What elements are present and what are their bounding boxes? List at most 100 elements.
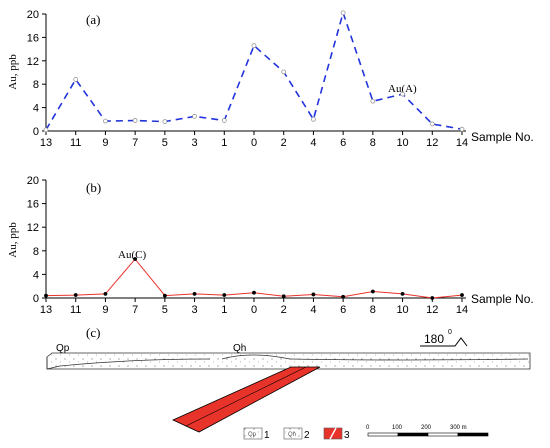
panel-b-data-point — [73, 293, 78, 297]
scale-tick-300: 300 m — [450, 425, 467, 431]
panel-b-x-tick-label: 8 — [370, 304, 376, 316]
panel-a-x-tick-label: 5 — [162, 137, 168, 149]
panel-b-data-point — [44, 293, 48, 298]
panel-b-data-point — [460, 293, 464, 297]
panel-b-x-tick-label: 2 — [281, 304, 287, 316]
qh-boundary — [221, 354, 291, 360]
legend-label-3: 3 — [344, 430, 350, 441]
qp-boundary — [46, 357, 211, 370]
panel-b-data-point — [133, 257, 138, 261]
panel-b-y-tick-label: 0 — [33, 293, 39, 305]
orientation-marker: 180 0 — [420, 329, 468, 347]
panel-a-data-point — [340, 10, 346, 16]
panel-a-data-point — [192, 114, 197, 119]
panel-b-data-point — [430, 296, 435, 300]
panel-a-data-point — [429, 121, 435, 127]
scale-segment-4 — [457, 432, 489, 437]
panel-a-data-point — [103, 118, 108, 124]
panel-a-series-line — [45, 10, 463, 131]
ore-body-inner-line — [185, 366, 307, 427]
legend-swatch-3-stripe — [329, 427, 337, 440]
panel-a-x-tick-label: 3 — [192, 137, 198, 149]
panel-a-x-tick-label: 8 — [370, 137, 376, 149]
chart-panel-a: (a) Au, ppb Sample No. Au(A) 04812162013… — [7, 9, 534, 149]
legend-swatch-2 — [283, 427, 303, 440]
legend-label-2: 2 — [304, 430, 310, 441]
panel-b-data-point — [370, 289, 375, 294]
panel-a-y-tick-label: 20 — [27, 9, 39, 21]
panel-b-x-tick-label: 6 — [340, 304, 346, 316]
panel-a-data-point — [132, 118, 138, 123]
ore-body — [172, 366, 321, 433]
section-legend: Qp 1 Qh 2 3 — [243, 427, 350, 441]
panel-a-x-tick-label: 7 — [132, 137, 138, 149]
panel-b-x-tick-label: 12 — [426, 304, 438, 316]
panel-b-y-tick-label: 4 — [33, 269, 39, 281]
panel-a-y-tick-label: 16 — [27, 32, 39, 44]
panel-b-x-tick-label: 4 — [310, 304, 316, 316]
orientation-arrow-icon — [420, 337, 468, 347]
panel-b-x-tick-label: 1 — [221, 304, 227, 316]
panel-b-x-tick-label: 7 — [132, 304, 138, 316]
panel-b-y-tick-label: 20 — [27, 175, 39, 187]
scale-bar: 0 100 200 300 m — [366, 425, 489, 437]
panel-a-x-tick-label: 14 — [456, 137, 468, 149]
panel-b-y-axis-label: Au, ppb — [7, 222, 19, 258]
panel-a-x-tick-label: 10 — [396, 137, 408, 149]
panel-a-x-axis-label: Sample No. — [471, 130, 534, 144]
panel-a-x-tick-label: 0 — [251, 137, 257, 149]
cross-section-panel: (c) Qp Qh 180 0 Qp 1 Qh 2 3 — [46, 325, 531, 441]
panel-a-y-tick-label: 8 — [33, 79, 39, 91]
panel-a-label: (a) — [86, 12, 100, 27]
panel-a-data-point — [311, 116, 316, 122]
legend-label-1: 1 — [264, 430, 270, 441]
panel-a-x-tick-label: 1 — [221, 137, 227, 149]
scale-tick-100: 100 — [392, 425, 403, 431]
panel-a-data-point — [162, 119, 168, 124]
panel-a-data-point — [221, 118, 227, 123]
panel-a-y-tick-label: 4 — [33, 103, 39, 115]
panel-a-data-point — [281, 69, 287, 75]
scale-tick-200: 200 — [421, 425, 432, 431]
panel-b-x-tick-label: 14 — [456, 304, 468, 316]
qp-unit-label: Qp — [56, 343, 70, 354]
layer-base-line — [289, 358, 529, 361]
panel-b-x-tick-label: 13 — [40, 304, 52, 316]
panel-b-data-point — [400, 291, 405, 296]
panel-a-data-point — [400, 91, 405, 97]
quaternary-layer — [46, 352, 531, 370]
chart-panel-b: (b) Au, ppb Sample No. Au(C) 04812162013… — [7, 175, 534, 316]
panel-b-x-tick-label: 11 — [70, 304, 81, 316]
panel-a-series-label: Au(A) — [388, 83, 417, 95]
panel-b-x-axis-label: Sample No. — [471, 292, 534, 306]
panel-a-x-tick-label: 4 — [310, 137, 316, 149]
panel-a-x-tick-label: 2 — [281, 137, 287, 149]
panel-b-x-tick-label: 3 — [192, 304, 198, 316]
panel-a-data-point — [370, 98, 376, 104]
panel-a-x-tick-label: 13 — [40, 137, 52, 149]
panel-a-data-point — [251, 43, 257, 48]
panel-b-y-tick-label: 8 — [33, 246, 39, 258]
qh-unit-label: Qh — [233, 343, 246, 354]
panel-b-series-label: Au(C) — [118, 249, 146, 261]
panel-a-data-point — [73, 77, 79, 82]
orientation-degree: 0 — [448, 329, 452, 336]
panel-a-x-tick-label: 12 — [426, 137, 438, 149]
panel-b-data-point — [311, 292, 316, 297]
panel-b-x-tick-label: 0 — [251, 304, 257, 316]
panel-b-y-tick-label: 16 — [27, 199, 39, 211]
panel-b-label: (b) — [86, 180, 101, 195]
panel-b-data-point — [341, 294, 346, 299]
panel-a-x-tick-label: 11 — [70, 137, 81, 149]
panel-a-x-tick-label: 6 — [340, 137, 346, 149]
scale-tick-0: 0 — [366, 425, 370, 431]
panel-a-y-axis-label: Au, ppb — [7, 54, 19, 90]
panel-b-x-tick-label: 9 — [102, 304, 108, 316]
panel-c-label: (c) — [86, 325, 100, 340]
panel-b-data-point — [162, 293, 167, 298]
panel-b-data-point — [192, 291, 197, 296]
panel-a-y-tick-label: 12 — [27, 56, 39, 68]
legend-swatch-1 — [243, 427, 263, 440]
panel-b-data-point — [252, 290, 256, 295]
